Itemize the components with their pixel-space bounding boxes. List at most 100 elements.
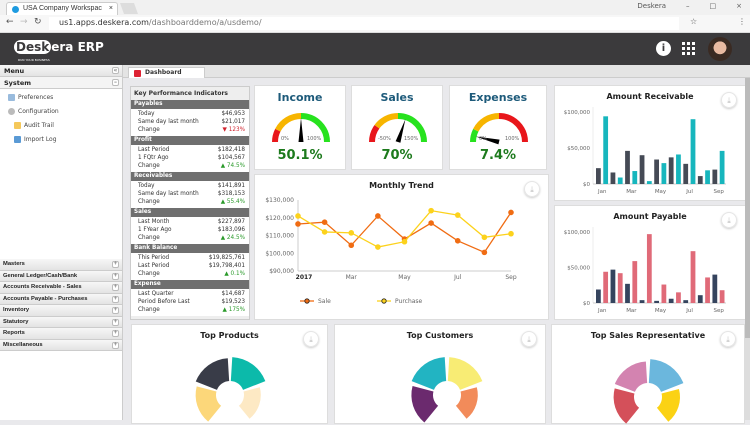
tab-strip: Dashboard (123, 65, 750, 78)
apps-grid-icon[interactable] (682, 42, 696, 56)
collapse-menu-button[interactable]: « (112, 67, 119, 74)
dashboard-icon (134, 70, 141, 77)
bar (603, 271, 609, 303)
download-icon[interactable]: ⤓ (721, 92, 737, 108)
chart-title: Top Sales Representative (590, 331, 706, 340)
chart-title: Monthly Trend (369, 181, 434, 190)
pie-segment (411, 357, 447, 390)
kpi-section: Profit Last Period $182,418 1 FQtr Ago $104,… (131, 136, 249, 172)
download-icon[interactable]: ⤓ (303, 331, 319, 347)
browser-menu-icon[interactable]: ⋮ (738, 17, 746, 26)
menu-section[interactable]: Inventory + (0, 305, 122, 317)
y-tick-label: $0 (583, 301, 590, 307)
star-icon[interactable]: ☆ (690, 17, 698, 26)
tree-item-import-log[interactable]: Import Log (0, 131, 122, 145)
kpi-panel: Key Performance Indicators Payables Today… (130, 86, 250, 320)
data-point (454, 238, 461, 244)
bar (646, 181, 652, 184)
bar (690, 119, 696, 184)
browser-tab[interactable]: USA Company Workspac × (6, 2, 118, 15)
menu-section[interactable]: Miscellaneous + (0, 339, 122, 351)
kpi-row: Last Quarter $14,687 (138, 291, 245, 297)
expand-icon[interactable]: + (112, 330, 119, 337)
gauge-band (470, 128, 479, 143)
avatar[interactable] (708, 37, 732, 61)
minimize-button[interactable]: – (686, 2, 690, 10)
expand-icon[interactable]: + (112, 261, 119, 268)
collapse-icon[interactable]: – (112, 79, 119, 86)
kpi-row: Same day last month $21,017 (138, 119, 245, 125)
kpi-section-header: Payables (131, 100, 249, 109)
gauge-panel: Income 0% 100% 50.1% (254, 85, 346, 170)
bar-chart: $0 $50,000 $100,000 Jan Mar May Jul Sep (564, 227, 726, 314)
top-sales-rep-panel: Top Sales Representative ⤓ (551, 324, 745, 424)
pie-segment (230, 357, 266, 390)
kpi-row: 1 FQtr Ago $104,567 (138, 155, 245, 161)
y-tick-label: $90,000 (269, 268, 294, 275)
bar (661, 284, 667, 303)
menu-sections: Masters + General Ledger/Cash/Bank + Account… (0, 259, 122, 351)
data-point (428, 207, 434, 214)
page-scrollbar[interactable] (745, 78, 750, 420)
kpi-row: Change ▲ 0.1% (138, 271, 245, 277)
menu-section[interactable]: Reports + (0, 328, 122, 340)
expand-icon[interactable]: + (112, 272, 119, 280)
expand-icon[interactable]: + (112, 284, 119, 291)
menu-section[interactable]: Masters + (0, 259, 122, 271)
amount-receivable-panel: Amount Receivable ⤓ $0 $50,000 $100,000 Jan… (554, 85, 746, 201)
download-icon[interactable]: ⤓ (521, 331, 537, 347)
kpi-section-header: Expense (131, 280, 249, 289)
tree-item-audit-trail[interactable]: Audit Trail (0, 117, 122, 131)
new-tab-button[interactable] (119, 3, 139, 14)
bar (617, 177, 623, 184)
deskera-logo[interactable]: Desk era ERP (14, 40, 104, 54)
expand-icon[interactable]: + (112, 295, 119, 303)
back-icon[interactable]: ← (6, 17, 14, 27)
bar (668, 157, 674, 184)
gauge-band (473, 113, 500, 132)
download-icon[interactable]: ⤓ (720, 331, 736, 347)
tree-item-configuration[interactable]: Configuration (0, 103, 122, 117)
info-icon[interactable]: i (656, 41, 671, 56)
gauge-band (272, 128, 281, 143)
download-icon[interactable]: ⤓ (721, 212, 737, 228)
url-input[interactable]: us1.apps.deskera.com/dashboarddemo/a/usd… (49, 17, 679, 30)
y-tick-label: $130,000 (265, 197, 294, 204)
legend-marker (381, 298, 387, 304)
scrollbar-thumb[interactable] (745, 78, 750, 338)
bar (719, 150, 725, 184)
pie-segment (447, 357, 483, 390)
chart-title: Amount Payable (613, 212, 687, 221)
reload-icon[interactable]: ↻ (34, 17, 42, 27)
expand-icon[interactable]: + (112, 341, 119, 349)
tree-item-preferences[interactable]: Preferences (0, 89, 122, 103)
system-section-header[interactable]: System – (0, 77, 122, 89)
data-point (321, 229, 328, 235)
x-tick-label: Mar (626, 189, 637, 195)
legend-label: Purchase (395, 298, 423, 305)
kpi-row: Change ▲ 175% (138, 307, 245, 313)
app-header: Desk era ERP RUN YOUR BUSINESS i (0, 33, 750, 65)
tab-dashboard[interactable]: Dashboard (128, 67, 205, 78)
y-tick-label: $100,000 (564, 110, 591, 116)
data-point (348, 242, 355, 249)
menu-section[interactable]: Accounts Payable - Purchases + (0, 293, 122, 305)
menu-section[interactable]: General Ledger/Cash/Bank + (0, 270, 122, 282)
bar (690, 251, 696, 303)
menu-header: Menu « (0, 65, 122, 77)
close-window-button[interactable]: × (736, 2, 742, 10)
forward-icon[interactable]: → (20, 17, 28, 27)
gauge-min-label: 0% (281, 136, 289, 142)
x-tick-label: Sep (714, 308, 725, 314)
browser-tab-bar: USA Company Workspac × Deskera – □ × (0, 0, 750, 15)
pie-chart (195, 357, 266, 422)
close-tab-icon[interactable]: × (108, 5, 113, 12)
download-icon[interactable]: ⤓ (524, 181, 540, 197)
menu-section[interactable]: Statutory + (0, 316, 122, 328)
expand-icon[interactable]: + (112, 307, 119, 314)
maximize-button[interactable]: □ (709, 2, 717, 10)
menu-section[interactable]: Accounts Receivable - Sales + (0, 282, 122, 294)
profile-name[interactable]: Deskera (637, 2, 666, 10)
expand-icon[interactable]: + (112, 318, 119, 326)
chart-title: Amount Receivable (606, 92, 694, 101)
